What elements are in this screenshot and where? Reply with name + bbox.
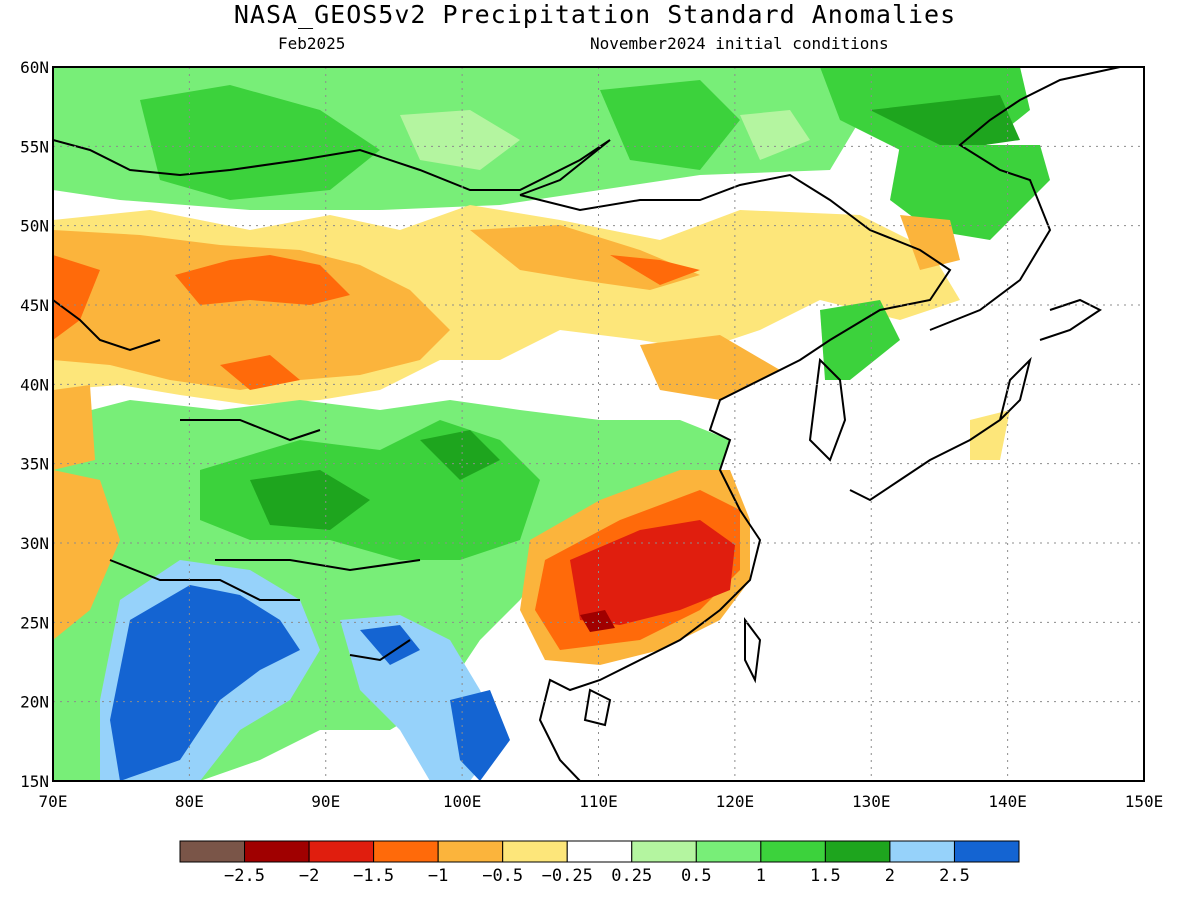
- colorbar: [179, 840, 1020, 863]
- lon-tick-label: 90E: [311, 792, 340, 811]
- initial-conditions: November2024 initial conditions: [590, 34, 889, 53]
- lon-tick-label: 80E: [175, 792, 204, 811]
- graticule: [53, 67, 1144, 781]
- colorbar-swatch: [502, 840, 568, 863]
- lat-tick-label: 60N: [20, 58, 49, 77]
- lon-tick-label: 70E: [39, 792, 68, 811]
- colorbar-label: 1.5: [810, 866, 841, 886]
- colorbar-swatch: [566, 840, 633, 863]
- lat-tick-label: 20N: [20, 693, 49, 712]
- colorbar-label: 0.25: [611, 866, 652, 886]
- colorbar-swatch: [308, 840, 375, 863]
- forecast-month: Feb2025: [278, 34, 346, 53]
- colorbar-label: −1: [428, 866, 448, 886]
- colorbar-swatch: [889, 840, 955, 863]
- lat-tick-label: 40N: [20, 375, 49, 394]
- colorbar-label: −1.5: [353, 866, 394, 886]
- colorbar-label: 2: [885, 866, 895, 886]
- lat-tick-label: 25N: [20, 613, 49, 632]
- colorbar-swatch: [631, 840, 697, 863]
- lon-tick-label: 100E: [443, 792, 482, 811]
- lat-tick-label: 45N: [20, 296, 49, 315]
- colorbar-swatch: [695, 840, 762, 863]
- lon-tick-label: 140E: [988, 792, 1027, 811]
- map-title: NASA_GEOS5v2 Precipitation Standard Anom…: [233, 0, 957, 29]
- map-frame: [52, 66, 1145, 782]
- lat-tick-label: 30N: [20, 534, 49, 553]
- lon-tick-label: 110E: [579, 792, 618, 811]
- lon-tick-label: 150E: [1125, 792, 1164, 811]
- lat-tick-label: 55N: [20, 137, 49, 156]
- lon-tick-label: 130E: [852, 792, 891, 811]
- lat-tick-label: 50N: [20, 217, 49, 236]
- lat-tick-label: 15N: [20, 772, 49, 791]
- colorbar-swatch: [244, 840, 310, 863]
- coastlines: [53, 67, 1121, 781]
- colorbar-label: −0.25: [542, 866, 593, 886]
- colorbar-label: −2: [299, 866, 319, 886]
- colorbar-swatch: [437, 840, 504, 863]
- colorbar-label: 2.5: [939, 866, 970, 886]
- lat-tick-label: 35N: [20, 455, 49, 474]
- colorbar-swatch: [953, 840, 1020, 863]
- colorbar-swatch: [760, 840, 826, 863]
- colorbar-label: −2.5: [224, 866, 265, 886]
- lon-tick-label: 120E: [716, 792, 755, 811]
- colorbar-swatch: [179, 840, 246, 863]
- colorbar-label: 1: [756, 866, 766, 886]
- colorbar-swatch: [824, 840, 891, 863]
- colorbar-swatch: [373, 840, 439, 863]
- anomaly-field: [53, 67, 1144, 781]
- colorbar-label: 0.5: [681, 866, 712, 886]
- colorbar-label: −0.5: [482, 866, 523, 886]
